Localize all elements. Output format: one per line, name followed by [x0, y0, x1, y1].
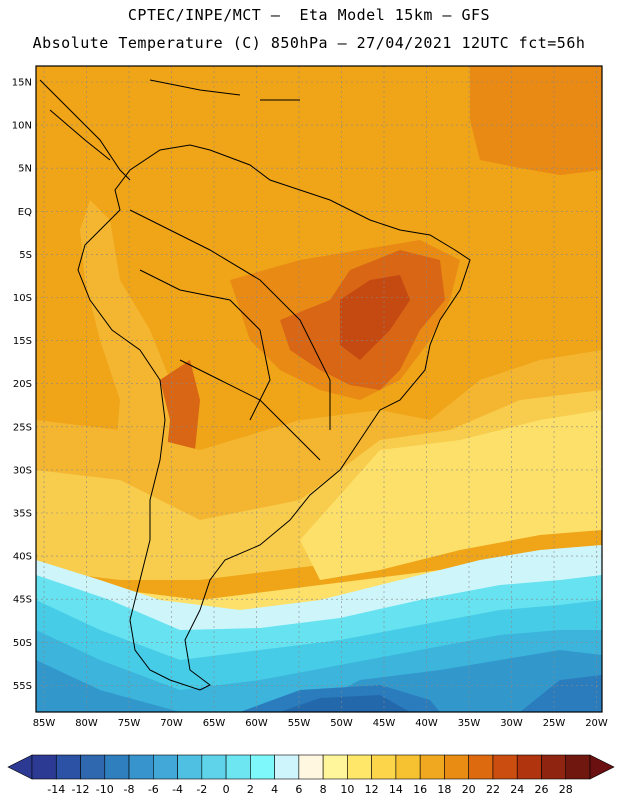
colorbar-label: 16 [413, 783, 427, 796]
lon-label: 80W [75, 718, 98, 729]
field-layers [36, 66, 602, 712]
lat-label: 35S [13, 509, 32, 520]
colorbar-label: 28 [559, 783, 573, 796]
lon-label: 55W [288, 718, 311, 729]
colorbar-swatch [468, 754, 494, 780]
lat-label: 30S [13, 465, 32, 476]
colorbar-swatch [250, 754, 275, 780]
border-2 [139, 269, 271, 421]
band-m4 [36, 650, 602, 712]
colorbar-swatch [516, 754, 542, 780]
colorbar-swatch [492, 754, 518, 780]
colorbar-swatch [444, 754, 469, 780]
colorbar-swatch [322, 754, 348, 780]
colorbar-swatch [347, 754, 372, 780]
title-line-1: CPTEC/INPE/MCT – Eta Model 15km – GFS [127, 6, 491, 24]
colorbar-swatch [419, 754, 445, 780]
lat-label: 10N [12, 121, 32, 132]
central-america-coast [39, 79, 131, 181]
band-m8 [280, 695, 410, 712]
colorbar-swatch [153, 754, 178, 780]
border-3 [179, 359, 321, 461]
warm-area-ne [470, 66, 602, 175]
lat-label: 20S [13, 379, 32, 390]
lat-label: 15S [13, 336, 32, 347]
colorbar-swatch [371, 754, 397, 780]
colorbar-label: 8 [320, 783, 327, 796]
colorbar-label: -6 [148, 783, 159, 796]
south-america-coast [77, 144, 471, 691]
colorbar-label: -2 [196, 783, 207, 796]
colorbar-label: -10 [96, 783, 114, 796]
colorbar-swatch [104, 754, 130, 780]
hottest-core [340, 275, 410, 360]
colorbar-swatch [541, 754, 567, 780]
lon-label: 75W [118, 718, 141, 729]
border-1 [129, 209, 331, 430]
longitude-labels: 85W 80W 75W 70W 65W 60W 55W 50W 45W 40W 35W 30W 25W 2… [33, 718, 608, 729]
colorbar-swatch [225, 754, 251, 780]
lon-label: 70W [160, 718, 183, 729]
lon-label: 30W [500, 718, 523, 729]
colorbar-swatch [55, 754, 81, 780]
lon-label: 60W [245, 718, 268, 729]
lon-label: 25W [543, 718, 566, 729]
colorbar-label: 22 [486, 783, 500, 796]
lat-label: 50S [13, 638, 32, 649]
colorbar-swatch [298, 754, 324, 780]
colorbar: -14 -12 -10 -8 -6 -4 -2 0 2 4 6 8 10 12 14 16 18 20 22 24 26… [7, 754, 615, 796]
colorbar-label: 2 [247, 783, 254, 796]
title-line-2: Absolute Temperature (C) 850hPa – 27/04/… [32, 34, 586, 52]
band-6 [36, 545, 602, 655]
lat-label: 10S [13, 293, 32, 304]
colorbar-label: -4 [172, 783, 183, 796]
lat-label: 45S [13, 595, 32, 606]
colorbar-label: 4 [271, 783, 278, 796]
colorbar-swatch [128, 754, 154, 780]
colorbar-swatch [177, 754, 203, 780]
lon-label: 35W [458, 718, 481, 729]
lat-label: 5N [18, 164, 32, 175]
lon-label: 50W [330, 718, 353, 729]
colorbar-label: 6 [295, 783, 302, 796]
lat-label: 5S [19, 250, 32, 261]
colorbar-swatch [80, 754, 106, 780]
colorbar-min-arrow [7, 754, 33, 780]
graticule [36, 66, 602, 712]
colorbar-label: 12 [365, 783, 379, 796]
lon-label: 20W [585, 718, 608, 729]
map-frame [35, 65, 603, 713]
colorbar-max-arrow [589, 754, 615, 780]
band-12 [300, 410, 602, 580]
colorbar-swatch [31, 754, 57, 780]
colorbar-label: 0 [223, 783, 230, 796]
lat-label: 55S [13, 681, 32, 692]
colorbar-label: -14 [47, 783, 65, 796]
lon-label: 40W [415, 718, 438, 729]
colorbar-label: 18 [437, 783, 451, 796]
lat-label: EQ [18, 207, 32, 218]
latitude-labels: 15N 10N 5N EQ 5S 10S 15S 20S 25S 30S 35S 40S 45S 50S 5… [12, 78, 32, 692]
colorbar-swatch [274, 754, 300, 780]
lat-label: 25S [13, 422, 32, 433]
colorbar-label: -12 [72, 783, 90, 796]
lon-label: 45W [373, 718, 396, 729]
colorbar-label: -8 [124, 783, 135, 796]
lat-label: 15N [12, 78, 32, 89]
lon-label: 85W [33, 718, 56, 729]
lon-label: 65W [203, 718, 226, 729]
south-atlantic-16 [36, 350, 602, 560]
colorbar-label: 20 [462, 783, 476, 796]
colorbar-label: 14 [389, 783, 403, 796]
caribbean-islands [149, 79, 300, 101]
colorbar-label: 26 [534, 783, 548, 796]
colorbar-label: 24 [510, 783, 524, 796]
lat-label: 40S [13, 552, 32, 563]
colorbar-swatch [565, 754, 591, 780]
colorbar-swatch [201, 754, 227, 780]
colorbar-label: 10 [340, 783, 354, 796]
coastlines [39, 79, 471, 691]
colorbar-swatch [395, 754, 421, 780]
